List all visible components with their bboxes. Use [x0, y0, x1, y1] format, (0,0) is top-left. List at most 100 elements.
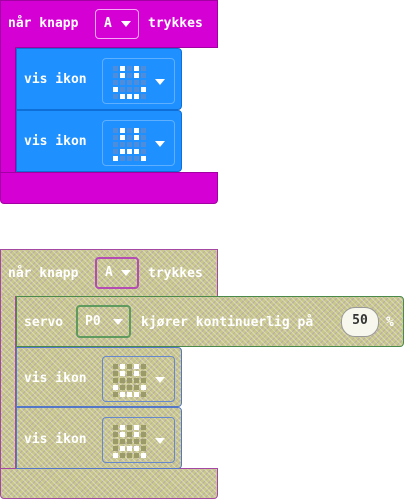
- led-off: [141, 378, 146, 383]
- led-off: [141, 446, 146, 451]
- led-off: [141, 135, 146, 140]
- led-off: [141, 80, 146, 85]
- led-off: [113, 94, 118, 99]
- chevron-down-icon: [155, 79, 165, 85]
- led-off: [134, 453, 139, 458]
- led-on: [120, 371, 125, 376]
- led-on: [134, 73, 139, 78]
- chevron-down-icon: [121, 270, 131, 276]
- led-off: [127, 80, 132, 85]
- led-off: [141, 432, 146, 437]
- led-off: [134, 80, 139, 85]
- event-1-suffix: trykkes: [148, 16, 203, 31]
- led-on: [127, 149, 132, 154]
- led-on: [120, 128, 125, 133]
- led-on: [127, 392, 132, 397]
- speed-input[interactable]: 50: [341, 307, 379, 337]
- led-off: [141, 392, 146, 397]
- icon-preview-1: [113, 66, 146, 99]
- led-on: [127, 446, 132, 451]
- led-off: [127, 425, 132, 430]
- led-off: [134, 142, 139, 147]
- led-off: [141, 128, 146, 133]
- show-icon-block-4[interactable]: vis ikon: [16, 407, 182, 469]
- led-off: [141, 364, 146, 369]
- led-on: [134, 432, 139, 437]
- percent-label: %: [386, 315, 394, 330]
- chevron-down-icon: [155, 438, 165, 444]
- led-on: [120, 446, 125, 451]
- led-off: [113, 425, 118, 430]
- led-off: [113, 432, 118, 437]
- led-on: [141, 453, 146, 458]
- servo-block[interactable]: servo P0 kjører kontinuerlig på 50 %: [16, 296, 404, 347]
- button-dropdown-1-value: A: [104, 16, 112, 31]
- show-icon-block-2[interactable]: vis ikon: [16, 110, 182, 172]
- led-on: [141, 156, 146, 161]
- led-on: [127, 94, 132, 99]
- led-off: [127, 432, 132, 437]
- led-on: [120, 135, 125, 140]
- button-dropdown-2[interactable]: A: [95, 257, 139, 289]
- led-off: [127, 66, 132, 71]
- led-off: [127, 73, 132, 78]
- led-off: [141, 425, 146, 430]
- led-off: [113, 364, 118, 369]
- led-on: [120, 432, 125, 437]
- button-dropdown-2-value: A: [105, 265, 113, 280]
- led-off: [113, 378, 118, 383]
- icon-dropdown-3[interactable]: [102, 356, 175, 402]
- led-off: [113, 392, 118, 397]
- led-off: [113, 66, 118, 71]
- event-block-2-arm: [0, 296, 16, 469]
- show-icon-block-1[interactable]: vis ikon: [16, 48, 182, 110]
- pin-dropdown[interactable]: P0: [76, 305, 131, 338]
- icon-dropdown-4[interactable]: [102, 417, 175, 463]
- icon-preview-2: [113, 128, 146, 161]
- led-on: [134, 425, 139, 430]
- led-on: [141, 87, 146, 92]
- led-off: [113, 371, 118, 376]
- show-icon-2-label: vis ikon: [24, 134, 87, 149]
- led-off: [127, 128, 132, 133]
- led-off: [134, 87, 139, 92]
- led-off: [127, 371, 132, 376]
- servo-label: servo: [24, 315, 64, 330]
- event-block-2-footer: [0, 468, 218, 499]
- chevron-down-icon: [113, 319, 123, 325]
- led-on: [134, 66, 139, 71]
- led-off: [113, 446, 118, 451]
- led-off: [134, 385, 139, 390]
- button-dropdown-1[interactable]: A: [95, 9, 139, 39]
- led-off: [113, 149, 118, 154]
- icon-dropdown-1[interactable]: [102, 58, 175, 104]
- show-icon-block-3[interactable]: vis ikon: [16, 347, 182, 407]
- led-on: [134, 149, 139, 154]
- led-on: [120, 94, 125, 99]
- led-on: [120, 392, 125, 397]
- led-off: [127, 156, 132, 161]
- led-on: [134, 392, 139, 397]
- led-off: [127, 364, 132, 369]
- led-on: [120, 364, 125, 369]
- led-off: [120, 80, 125, 85]
- led-off: [113, 73, 118, 78]
- led-on: [134, 135, 139, 140]
- event-2-prefix: når knapp: [8, 266, 79, 281]
- servo-text: kjører kontinuerlig på: [141, 315, 314, 330]
- event-2-suffix: trykkes: [148, 266, 203, 281]
- led-off: [120, 87, 125, 92]
- led-off: [134, 439, 139, 444]
- led-off: [141, 73, 146, 78]
- led-on: [141, 385, 146, 390]
- led-on: [113, 453, 118, 458]
- led-on: [113, 385, 118, 390]
- led-off: [134, 156, 139, 161]
- show-icon-1-label: vis ikon: [24, 72, 87, 87]
- led-off: [141, 149, 146, 154]
- icon-dropdown-2[interactable]: [102, 120, 175, 166]
- led-on: [134, 364, 139, 369]
- chevron-down-icon: [155, 377, 165, 383]
- led-on: [113, 156, 118, 161]
- led-off: [141, 94, 146, 99]
